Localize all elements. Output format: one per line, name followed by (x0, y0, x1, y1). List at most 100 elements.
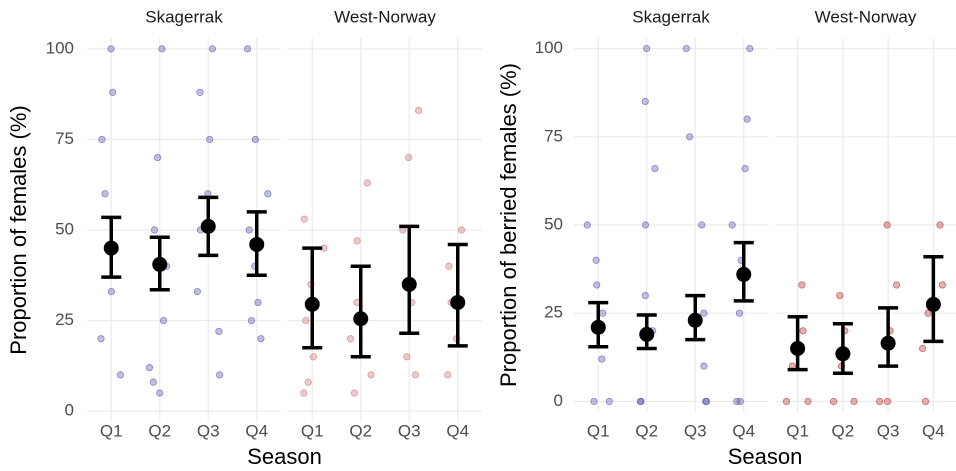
data-point (159, 316, 168, 325)
data-point (245, 226, 253, 234)
x-tick-label: Q1 (786, 421, 809, 440)
data-point (109, 88, 117, 96)
strip-title: Skagerrak (632, 7, 710, 26)
data-point (403, 353, 411, 361)
x-tick-label: Q3 (877, 421, 900, 440)
data-point (936, 221, 944, 229)
data-point (193, 287, 201, 296)
data-point (921, 397, 930, 406)
data-point (206, 135, 214, 144)
y-tick-label: 100 (46, 38, 74, 57)
data-point (304, 378, 312, 386)
data-point (919, 344, 927, 353)
data-point (363, 179, 371, 187)
mean-point (835, 346, 851, 362)
data-point (599, 309, 607, 317)
data-point (300, 389, 308, 397)
data-point (158, 45, 166, 53)
data-point (216, 371, 224, 379)
y-tick-label: 75 (55, 129, 74, 148)
mean-point (103, 240, 119, 256)
x-tick-label: Q2 (832, 421, 855, 440)
data-point (414, 106, 423, 115)
x-tick-label: Q1 (100, 421, 123, 440)
y-tick-label: 50 (55, 219, 74, 238)
data-point (247, 316, 256, 325)
data-point (746, 44, 754, 53)
mean-point (200, 218, 216, 234)
x-tick-label: Q4 (922, 421, 945, 440)
data-point (350, 389, 359, 397)
data-point (367, 371, 375, 379)
mean-point (249, 236, 265, 252)
data-point (309, 353, 317, 361)
data-point (598, 355, 606, 363)
data-point (641, 291, 649, 300)
strip-title: Skagerrak (145, 7, 223, 26)
data-point (593, 281, 601, 289)
data-point (892, 281, 901, 289)
mean-point (152, 256, 168, 272)
data-point (257, 335, 265, 343)
data-point (636, 397, 644, 406)
x-axis-title: Season (247, 444, 322, 469)
mean-point (353, 311, 369, 327)
y-tick-label: 25 (55, 310, 74, 329)
mean-point (304, 296, 320, 312)
x-tick-label: Q1 (587, 421, 610, 440)
data-point (733, 397, 741, 406)
data-point (735, 309, 744, 317)
mean-point (880, 335, 896, 351)
data-point (592, 256, 600, 264)
mean-point (925, 296, 941, 312)
data-point (156, 389, 164, 397)
mean-point (639, 326, 655, 342)
data-point (346, 335, 355, 343)
y-axis-title: Proportion of berried females (%) (496, 63, 521, 387)
y-tick-label: 75 (544, 126, 563, 145)
x-tick-label: Q3 (398, 421, 421, 440)
data-point (799, 327, 807, 335)
x-tick-label: Q4 (732, 421, 755, 440)
strip-title: West-Norway (815, 7, 917, 26)
x-tick-label: Q4 (446, 421, 469, 440)
mean-point (736, 266, 752, 282)
data-point (254, 298, 262, 307)
data-point (98, 135, 106, 144)
mean-point (590, 319, 606, 335)
y-tick-label: 0 (65, 401, 74, 420)
data-point (150, 226, 159, 234)
x-tick-label: Q3 (197, 421, 220, 440)
x-tick-label: Q2 (349, 421, 372, 440)
data-point (196, 88, 204, 96)
x-axis-title: Season (728, 444, 803, 469)
data-point (850, 397, 858, 406)
data-point (353, 237, 361, 245)
data-point (782, 397, 791, 406)
data-point (686, 133, 694, 141)
data-point (741, 164, 749, 173)
data-point (883, 397, 892, 406)
data-point (404, 153, 413, 162)
data-point (605, 397, 613, 406)
data-point (702, 397, 710, 406)
data-point (264, 190, 272, 198)
data-point (651, 164, 659, 173)
data-point (300, 215, 308, 223)
data-point (590, 397, 598, 406)
mean-point (687, 312, 703, 328)
strip-title: West-Norway (334, 7, 436, 26)
y-tick-label: 0 (554, 391, 563, 410)
y-tick-label: 50 (544, 214, 563, 233)
data-point (641, 221, 650, 229)
data-point (641, 97, 649, 106)
x-tick-label: Q1 (301, 421, 324, 440)
data-point (444, 371, 452, 379)
data-point (107, 287, 116, 296)
y-tick-label: 100 (535, 38, 563, 57)
data-point (700, 362, 708, 370)
data-point (643, 44, 651, 53)
data-point (836, 291, 844, 300)
x-tick-label: Q4 (245, 421, 268, 440)
